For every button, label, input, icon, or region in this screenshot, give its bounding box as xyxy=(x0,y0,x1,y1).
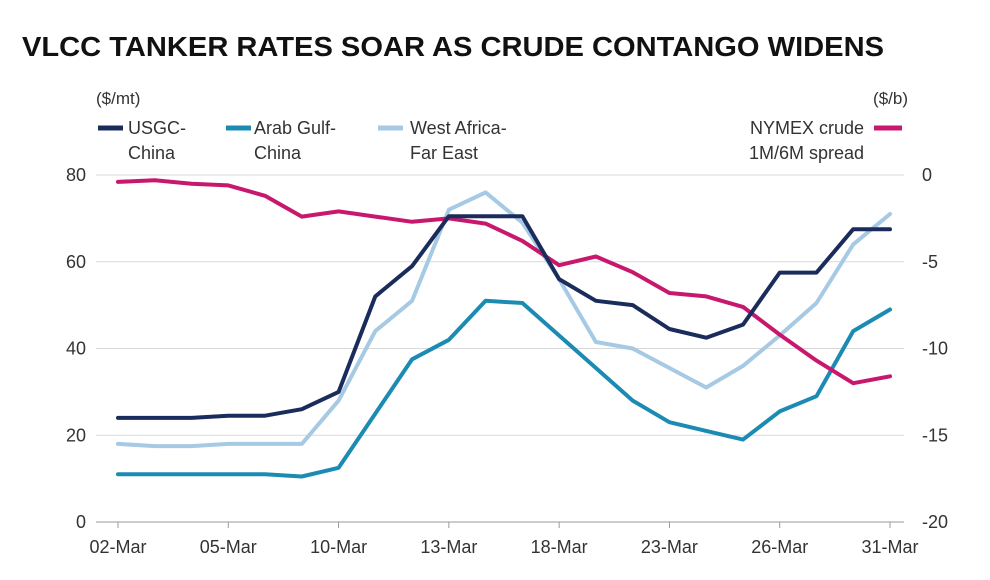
x-tick-label: 23-Mar xyxy=(641,537,698,557)
legend-label-west: Far East xyxy=(410,143,478,163)
right-tick-label: -15 xyxy=(922,425,948,445)
x-tick-label: 13-Mar xyxy=(420,537,477,557)
x-tick-label: 05-Mar xyxy=(200,537,257,557)
right-tick-label: -10 xyxy=(922,339,948,359)
legend-label-west: West Africa- xyxy=(410,118,507,138)
left-tick-label: 20 xyxy=(66,425,86,445)
right-tick-label: 0 xyxy=(922,165,932,185)
x-tick-label: 10-Mar xyxy=(310,537,367,557)
series-line-nymex xyxy=(116,178,892,386)
left-tick-label: 60 xyxy=(66,252,86,272)
series-line-usgc xyxy=(116,214,892,420)
legend-label-usgc: China xyxy=(128,143,176,163)
chart-title: VLCC TANKER RATES SOAR AS CRUDE CONTANGO… xyxy=(22,31,884,62)
right-tick-label: -5 xyxy=(922,252,938,272)
right-axis-unit: ($/b) xyxy=(873,89,908,108)
x-tick-label: 31-Mar xyxy=(861,537,918,557)
legend-label-arab: Arab Gulf- xyxy=(254,118,336,138)
legend: USGC- China Arab Gulf- China West Africa- Far… xyxy=(98,118,902,163)
legend-label-arab: China xyxy=(254,143,302,163)
x-tick-label: 18-Mar xyxy=(531,537,588,557)
left-tick-label: 80 xyxy=(66,165,86,185)
legend-label-nymex: NYMEX crude xyxy=(750,118,864,138)
series-line-arab xyxy=(116,298,892,479)
right-tick-label: -20 xyxy=(922,512,948,532)
left-tick-label: 40 xyxy=(66,339,86,359)
series-line-west xyxy=(116,190,892,449)
axes: 0 20 40 60 80 0 -5 -10 -15 -20 02-Mar 05-Mar 10-Mar 1… xyxy=(66,165,948,557)
series-lines xyxy=(116,178,892,479)
x-tick-label: 26-Mar xyxy=(751,537,808,557)
gridlines xyxy=(96,174,904,523)
left-axis-unit: ($/mt) xyxy=(96,89,140,108)
x-tick-label: 02-Mar xyxy=(89,537,146,557)
left-tick-label: 0 xyxy=(76,512,86,532)
legend-label-nymex: 1M/6M spread xyxy=(749,143,864,163)
legend-label-usgc: USGC- xyxy=(128,118,186,138)
